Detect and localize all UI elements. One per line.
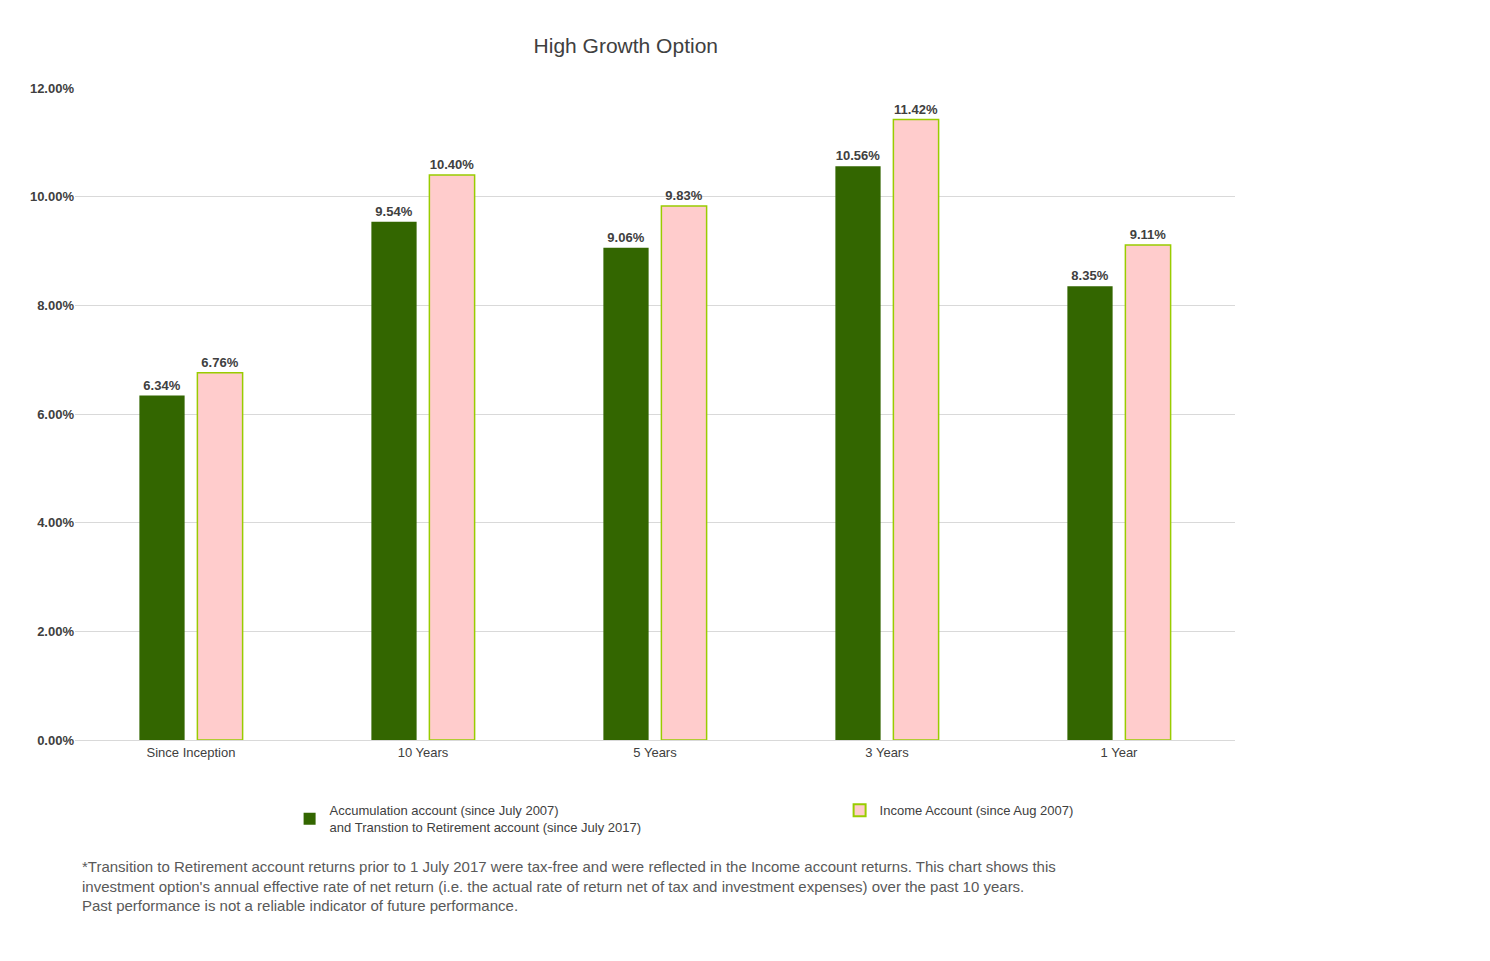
svg-text:1 Year: 1 Year — [1101, 745, 1139, 760]
svg-text:0.00%: 0.00% — [37, 733, 74, 748]
svg-text:9.11%: 9.11% — [1130, 227, 1167, 242]
svg-text:5 Years: 5 Years — [633, 745, 677, 760]
svg-text:10.00%: 10.00% — [30, 189, 75, 204]
svg-text:10.56%: 10.56% — [836, 148, 881, 163]
svg-text:6.00%: 6.00% — [37, 407, 74, 422]
svg-text:9.06%: 9.06% — [607, 230, 644, 245]
svg-text:2.00%: 2.00% — [37, 624, 74, 639]
svg-text:Accumulation account (since Ju: Accumulation account (since July 2007)an… — [330, 803, 641, 835]
svg-text:Income Account (since Aug 2007: Income Account (since Aug 2007) — [880, 803, 1074, 818]
svg-text:*Transition to Retirement acco: *Transition to Retirement account return… — [82, 858, 1056, 914]
svg-text:Since Inception: Since Inception — [147, 745, 236, 760]
svg-text:9.83%: 9.83% — [665, 188, 702, 203]
svg-text:9.54%: 9.54% — [375, 204, 412, 219]
svg-text:3 Years: 3 Years — [865, 745, 909, 760]
svg-text:10.40%: 10.40% — [430, 157, 475, 172]
svg-text:12.00%: 12.00% — [30, 81, 75, 96]
svg-text:8.00%: 8.00% — [37, 298, 74, 313]
svg-text:10 Years: 10 Years — [398, 745, 449, 760]
svg-text:6.34%: 6.34% — [143, 378, 180, 393]
svg-text:6.76%: 6.76% — [201, 355, 238, 370]
svg-text:High Growth Option: High Growth Option — [534, 34, 718, 57]
svg-text:8.35%: 8.35% — [1071, 268, 1108, 283]
svg-text:4.00%: 4.00% — [37, 515, 74, 530]
svg-text:11.42%: 11.42% — [894, 102, 938, 117]
